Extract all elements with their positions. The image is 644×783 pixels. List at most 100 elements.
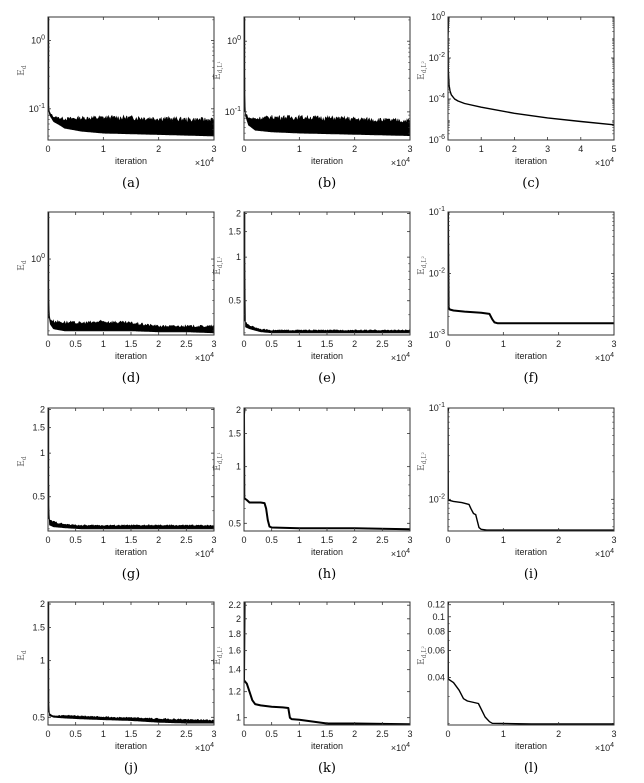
x-tick-label: 2.5 [180, 729, 193, 739]
x-tick-label: 0 [445, 339, 450, 349]
x-axis-title: iteration [115, 547, 147, 557]
x-tick-label: 2 [156, 144, 161, 154]
x-tick-label: 0 [241, 339, 246, 349]
tick-label: ×104 [391, 352, 410, 363]
axes-box [243, 16, 411, 141]
tick-label: ×104 [391, 548, 410, 559]
x-tick-label: 2.5 [180, 339, 193, 349]
data-series [244, 408, 410, 531]
data-series [244, 602, 410, 725]
subplot-caption: (b) [317, 176, 337, 191]
axes-box [447, 16, 615, 141]
x-tick-label: 1.5 [321, 535, 334, 545]
tick-label: 10-1 [429, 206, 445, 217]
x-tick-label: 4 [578, 144, 583, 154]
data-series [48, 602, 214, 724]
x-tick-label: 1 [501, 339, 506, 349]
tick-label: ×104 [195, 352, 214, 363]
tick-label: 2 [236, 209, 241, 219]
tick-label: ×104 [391, 742, 410, 753]
x-axis-title: iteration [115, 741, 147, 751]
subplot-caption: (h) [317, 567, 337, 582]
x-tick-label: 2.5 [376, 535, 389, 545]
tick-label: 10-1 [429, 402, 445, 413]
y-axis-title: Ed,L¹ [213, 61, 224, 80]
tick-label: ×104 [195, 157, 214, 168]
x-tick-label: 1.5 [125, 729, 138, 739]
tick-label: 1.5 [32, 623, 45, 633]
tick-label: ×104 [595, 157, 614, 168]
x-tick-label: 2 [156, 729, 161, 739]
tick-label: 1 [40, 656, 45, 666]
x-tick-label: 3 [407, 339, 412, 349]
x-tick-label: 1 [479, 144, 484, 154]
y-axis-title: Ed,L² [417, 646, 428, 665]
x-tick-label: 3 [407, 535, 412, 545]
x-tick-label: 1 [297, 339, 302, 349]
data-series [448, 602, 614, 725]
x-axis-title: iteration [515, 547, 547, 557]
tick-label: 2 [236, 614, 241, 624]
x-tick-label: 0 [241, 144, 246, 154]
tick-label: 2 [236, 405, 241, 415]
tick-label: 1 [236, 713, 241, 723]
x-tick-label: 3 [611, 339, 616, 349]
y-axis-title: Ed [17, 456, 28, 467]
x-axis-title: iteration [115, 351, 147, 361]
x-tick-label: 0.5 [265, 729, 278, 739]
x-tick-label: 0 [45, 339, 50, 349]
x-tick-label: 3 [211, 144, 216, 154]
x-tick-label: 0 [241, 535, 246, 545]
subplot-caption: (j) [123, 761, 139, 776]
tick-label: 0.5 [32, 492, 45, 502]
y-axis-title: Ed,L¹ [213, 646, 224, 665]
x-tick-label: 2 [512, 144, 517, 154]
tick-label: 1 [236, 462, 241, 472]
x-axis-title: iteration [311, 547, 343, 557]
tick-label: 1.2 [228, 687, 241, 697]
x-tick-label: 2.5 [180, 535, 193, 545]
x-tick-label: 0 [45, 535, 50, 545]
x-axis-title: iteration [515, 351, 547, 361]
x-tick-label: 1 [297, 144, 302, 154]
x-tick-label: 3 [611, 535, 616, 545]
x-axis-title: iteration [515, 741, 547, 751]
x-tick-label: 2 [156, 535, 161, 545]
tick-label: 10-2 [429, 268, 445, 279]
tick-label: ×104 [595, 548, 614, 559]
subplot-caption: (l) [523, 761, 539, 776]
y-axis-title: Ed [17, 650, 28, 661]
x-tick-label: 0.5 [69, 729, 82, 739]
x-tick-label: 3 [611, 729, 616, 739]
x-tick-label: 2 [352, 729, 357, 739]
x-axis-title: iteration [311, 351, 343, 361]
x-tick-label: 2 [352, 339, 357, 349]
tick-label: 0.06 [427, 646, 445, 656]
tick-label: 0.12 [427, 600, 445, 610]
y-axis-title: Ed,L¹ [213, 452, 224, 471]
x-tick-label: 1 [297, 729, 302, 739]
subplot-caption: (k) [317, 761, 337, 776]
x-tick-label: 3 [211, 339, 216, 349]
x-tick-label: 5 [611, 144, 616, 154]
tick-label: 10-1 [29, 103, 45, 114]
data-series [448, 212, 614, 325]
x-tick-label: 1 [501, 729, 506, 739]
x-tick-label: 3 [407, 729, 412, 739]
x-tick-label: 1 [101, 535, 106, 545]
axes-box [447, 601, 615, 726]
data-series [448, 408, 614, 531]
x-axis-title: iteration [515, 156, 547, 166]
tick-label: ×104 [195, 742, 214, 753]
subplot-caption: (i) [523, 567, 539, 582]
x-tick-label: 2 [352, 535, 357, 545]
tick-label: 100 [31, 253, 45, 264]
y-axis-title: Ed,L² [417, 61, 428, 80]
